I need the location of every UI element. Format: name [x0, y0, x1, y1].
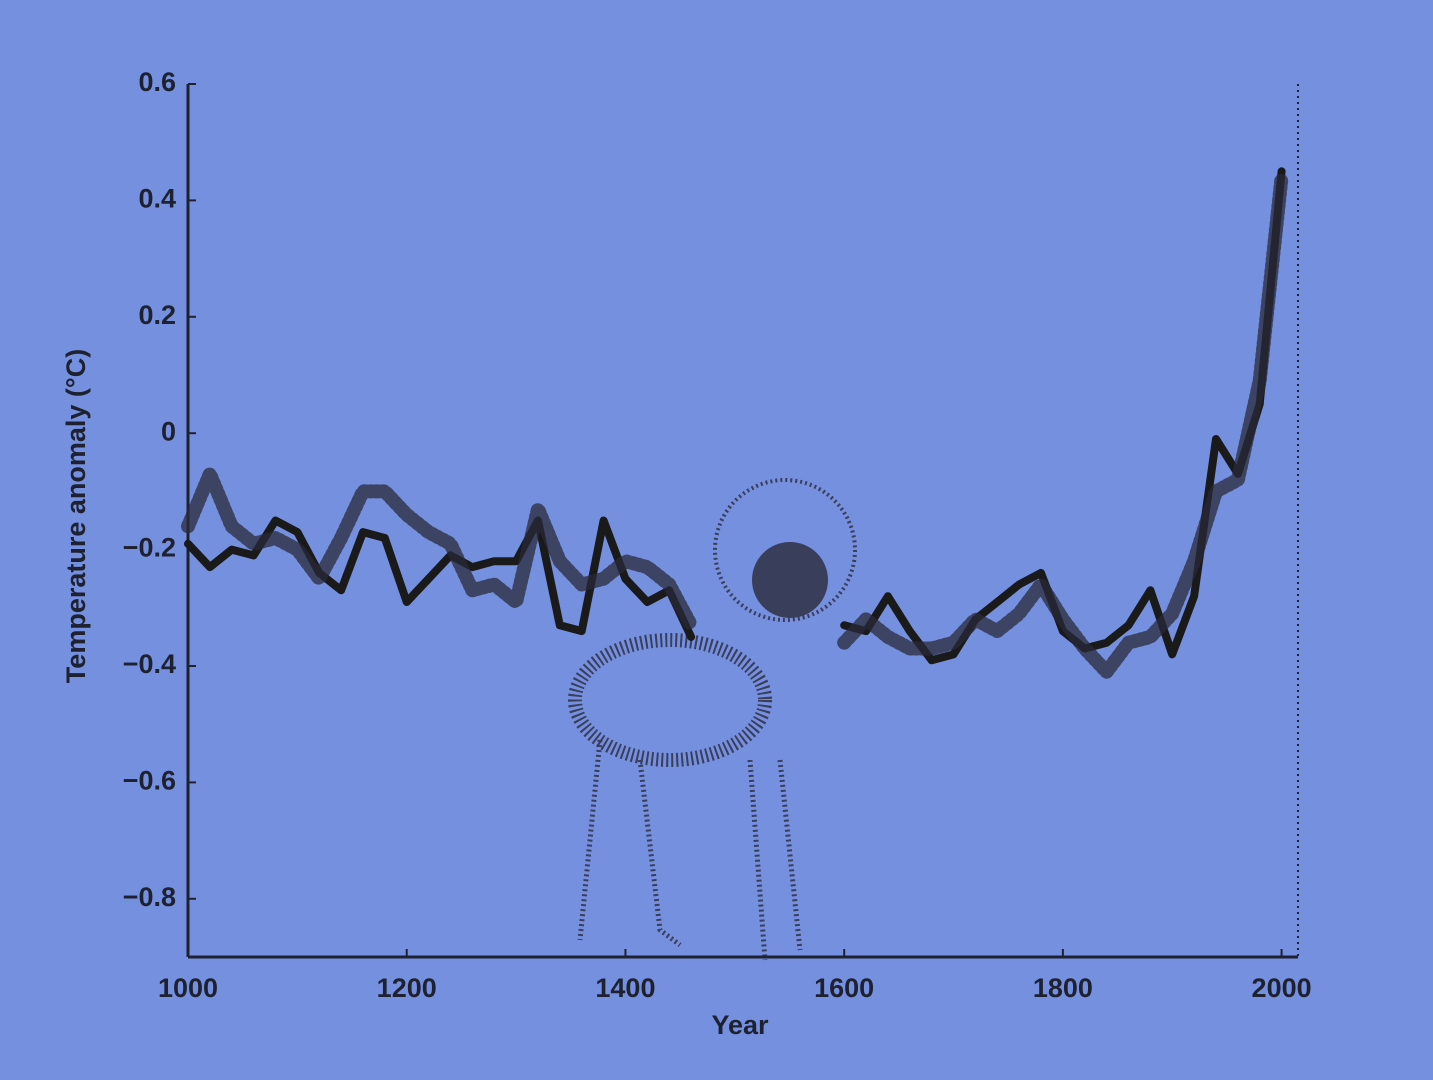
x-tick-label: 1600 [814, 973, 874, 1003]
illustration-legs [577, 739, 803, 961]
x-tick-label: 2000 [1252, 973, 1312, 1003]
illustration-eye [752, 542, 828, 618]
y-tick-label: −0.2 [123, 533, 176, 563]
series-line [181, 170, 1289, 679]
x-tick-label: 1800 [1033, 973, 1093, 1003]
y-tick-label: 0 [161, 416, 176, 446]
y-tick-label: 0.2 [138, 300, 176, 330]
illustration [568, 478, 857, 961]
y-tick-label: −0.8 [123, 882, 176, 912]
y-tick-label: −0.6 [123, 766, 176, 796]
illustration-head [713, 478, 857, 622]
x-tick-label: 1000 [158, 973, 218, 1003]
y-tick-label: −0.4 [123, 649, 176, 679]
x-tick-label: 1400 [595, 973, 655, 1003]
x-tick-label: 1200 [377, 973, 437, 1003]
y-axis-label: Temperature anomaly (°C) [61, 349, 91, 683]
x-axis-label: Year [711, 1010, 769, 1040]
y-tick-label: 0.4 [138, 184, 176, 214]
illustration-body [568, 633, 772, 767]
y-tick-label: 0.6 [138, 67, 176, 97]
